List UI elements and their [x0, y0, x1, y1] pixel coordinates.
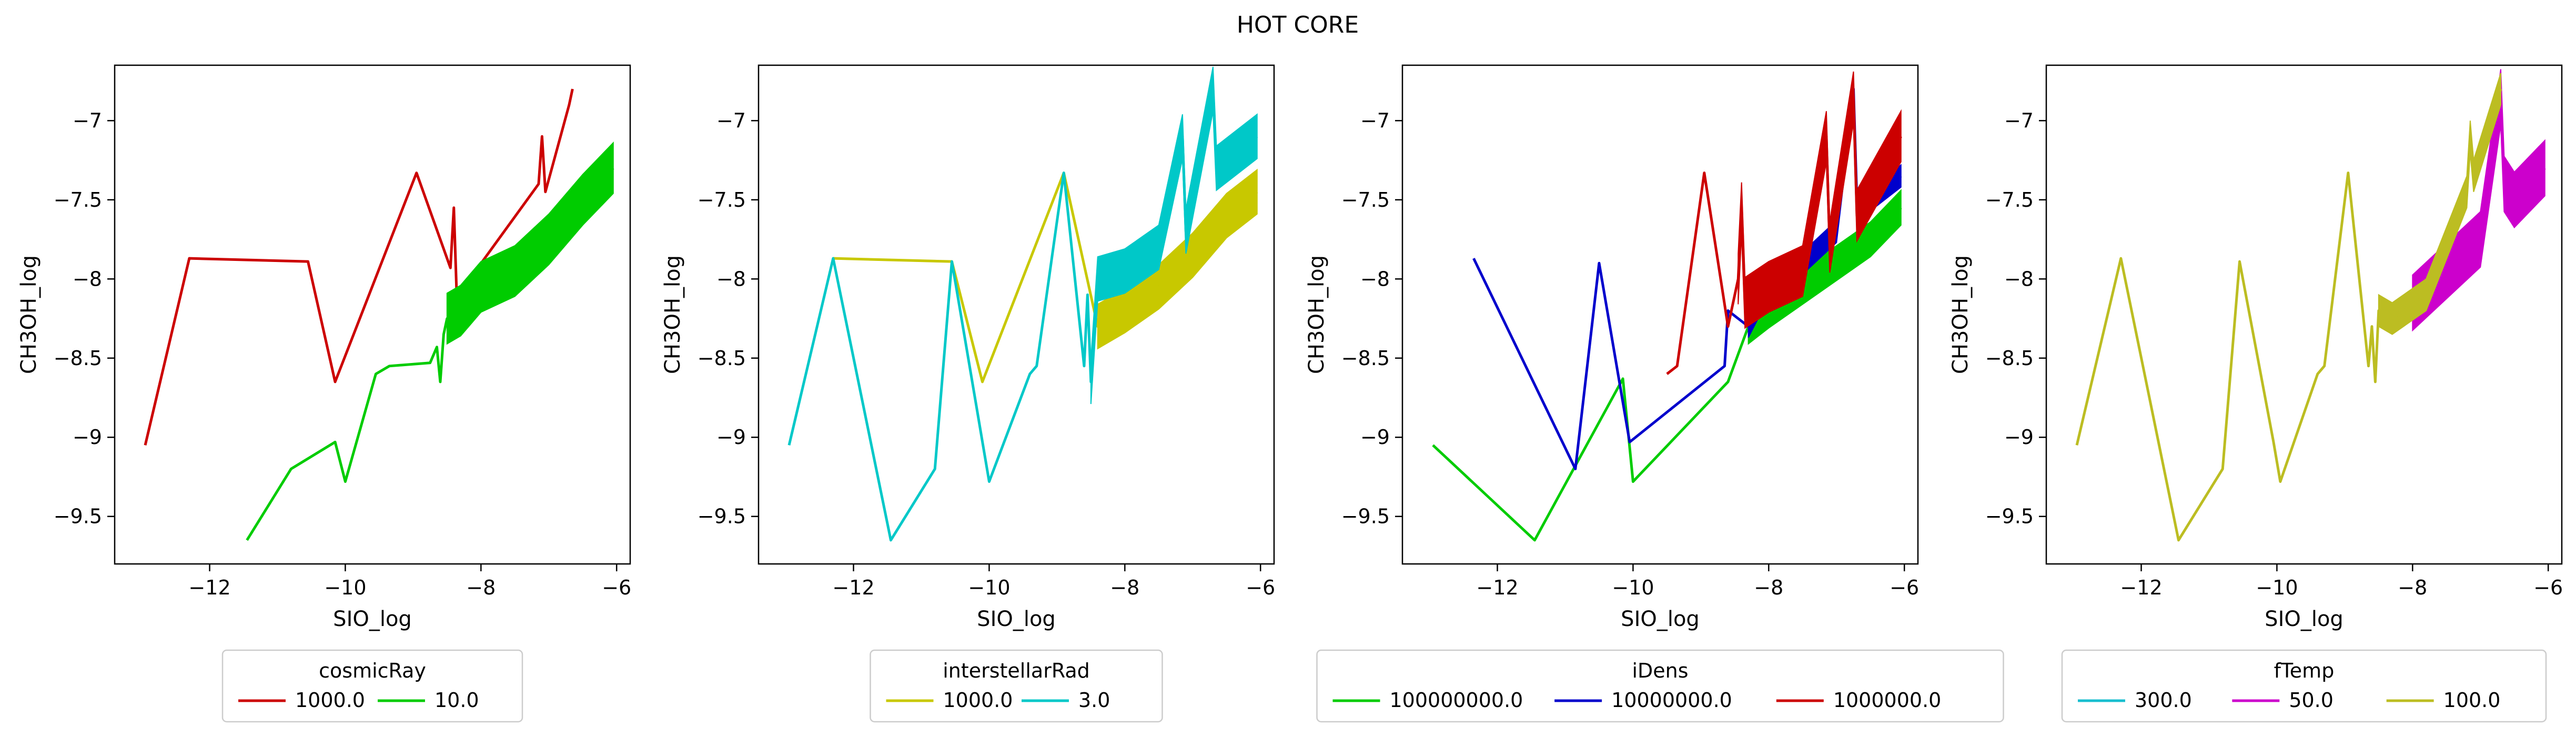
- y-tick-label: −9.5: [1341, 505, 1390, 528]
- series-band: [2412, 69, 2545, 332]
- y-tick-label: −7.5: [698, 188, 746, 211]
- y-tick-label: −8.5: [54, 347, 102, 370]
- y-axis-label: CH3OH_log: [17, 255, 41, 374]
- chart-panel-2: −12 −10 −8 −6 −9.5 −9 −8.5 −8 −7.5 −7 SIO_log CH3OH…: [661, 64, 1275, 723]
- legend-box: [221, 649, 523, 723]
- series-2: [2075, 73, 2502, 542]
- y-tick-label: −8: [1360, 267, 1390, 290]
- x-axis-label: SIO_log: [1621, 607, 1700, 631]
- legend-entry: 1000.0: [295, 689, 365, 712]
- x-tick-label: −12: [832, 576, 874, 599]
- x-axis-label: SIO_log: [2265, 607, 2343, 631]
- y-tick-label: −9.5: [54, 505, 102, 528]
- y-tick-label: −8.5: [1985, 347, 2034, 370]
- series-line: [2075, 88, 2502, 542]
- y-tick-label: −7: [1360, 109, 1390, 132]
- y-axis-label: CH3OH_log: [1948, 255, 1973, 374]
- legend-entry: 1000000.0: [1833, 689, 1942, 712]
- axes-frame: [2045, 64, 2563, 565]
- x-tick-label: −8: [1110, 576, 1139, 599]
- y-axis-label: CH3OH_log: [1305, 255, 1329, 374]
- y-tick-label: −8.5: [698, 347, 746, 370]
- y-tick-label: −8: [2004, 267, 2034, 290]
- x-tick-label: −10: [1612, 576, 1654, 599]
- series-band: [446, 141, 614, 345]
- legend-title: interstellarRad: [943, 659, 1090, 682]
- x-tick-label: −12: [1476, 576, 1518, 599]
- y-tick-label: −7.5: [1985, 188, 2034, 211]
- y-tick-label: −8.5: [1341, 347, 1390, 370]
- plot-area: [2075, 69, 2546, 542]
- series-line: [246, 167, 614, 541]
- x-tick-label: −6: [602, 576, 631, 599]
- legend-entry: 10.0: [435, 689, 479, 712]
- figure-title: HOT CORE: [1237, 12, 1359, 38]
- plot-area: [1432, 71, 1902, 542]
- x-axis-label: SIO_log: [333, 607, 412, 631]
- series-1: [246, 141, 614, 541]
- y-tick-label: −7: [73, 109, 102, 132]
- legend: interstellarRad 1000.0 3.0: [870, 649, 1163, 723]
- y-tick-label: −7.5: [54, 188, 102, 211]
- y-axis-label: CH3OH_log: [661, 255, 685, 374]
- legend-entry: 100.0: [2443, 689, 2501, 712]
- x-tick-label: −10: [968, 576, 1010, 599]
- x-tick-label: −12: [188, 576, 230, 599]
- legend: fTemp 300.0 50.0 100.0: [2061, 649, 2547, 723]
- legend-entry: 1000.0: [943, 689, 1013, 712]
- y-tick-label: −9: [73, 426, 102, 449]
- chart-panel-1: −12 −10 −8 −6 −9.5 −9 −8.5 −8 −7.5 −7 SIO_log CH3OH…: [17, 64, 631, 723]
- series-2: [1666, 71, 1902, 375]
- x-tick-label: −6: [1890, 576, 1919, 599]
- legend-entry: 100000000.0: [1390, 689, 1523, 712]
- legend: iDens 100000000.0 10000000.0 1000000.0: [1316, 649, 2004, 723]
- legend-entry: 50.0: [2289, 689, 2333, 712]
- x-tick-label: −10: [2256, 576, 2298, 599]
- y-tick-label: −9: [716, 426, 746, 449]
- legend-title: fTemp: [2274, 659, 2335, 682]
- series-band: [1737, 71, 1902, 329]
- legend-entry: 3.0: [1078, 689, 1110, 712]
- legend-entry: 10000000.0: [1611, 689, 1732, 712]
- plot-area: [144, 88, 614, 541]
- axes-frame: [114, 64, 631, 565]
- y-tick-label: −9: [1360, 426, 1390, 449]
- y-tick-label: −8: [73, 267, 102, 290]
- x-tick-label: −10: [324, 576, 366, 599]
- y-tick-label: −7: [2004, 109, 2034, 132]
- x-tick-label: −6: [2533, 576, 2563, 599]
- plot-area: [787, 66, 1258, 542]
- series-line: [787, 87, 1258, 542]
- series-line: [1666, 95, 1902, 375]
- y-tick-label: −9.5: [1985, 505, 2034, 528]
- y-tick-label: −8: [716, 267, 746, 290]
- x-tick-label: −8: [1754, 576, 1783, 599]
- legend-entry: 300.0: [2135, 689, 2192, 712]
- legend: cosmicRay 1000.0 10.0: [221, 649, 523, 723]
- legend-box: [1316, 649, 2004, 723]
- axes-frame: [1401, 64, 1919, 565]
- legend-title: iDens: [1632, 659, 1688, 682]
- chart-panel-4: −12 −10 −8 −6 −9.5 −9 −8.5 −8 −7.5 −7 SIO_log CH3OH…: [1948, 64, 2563, 723]
- x-tick-label: −6: [1246, 576, 1275, 599]
- y-tick-label: −9: [2004, 426, 2034, 449]
- x-tick-label: −8: [2398, 576, 2427, 599]
- x-tick-label: −8: [466, 576, 496, 599]
- legend-title: cosmicRay: [319, 659, 426, 682]
- axes-frame: [757, 64, 1275, 565]
- legend-box: [2061, 649, 2547, 723]
- y-tick-label: −7: [716, 109, 746, 132]
- series-1: [787, 66, 1258, 542]
- chart-panel-3: −12 −10 −8 −6 −9.5 −9 −8.5 −8 −7.5 −7 SIO_log CH3OH…: [1305, 64, 2004, 723]
- y-tick-label: −9.5: [698, 505, 746, 528]
- y-tick-label: −7.5: [1341, 188, 1390, 211]
- x-tick-label: −12: [2120, 576, 2162, 599]
- series-line: [833, 171, 1258, 383]
- legend-box: [870, 649, 1163, 723]
- x-axis-label: SIO_log: [977, 607, 1056, 631]
